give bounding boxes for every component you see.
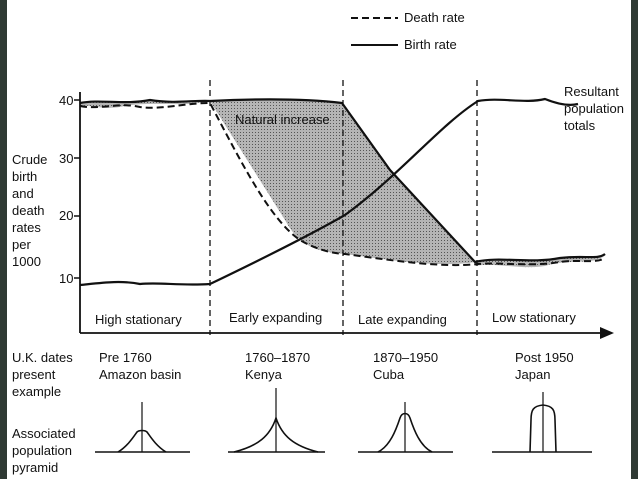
stage-example: Cuba xyxy=(373,367,405,382)
resultant-label-line: totals xyxy=(564,118,596,133)
y-ticks: 40 30 20 10 xyxy=(59,93,80,286)
legend-death-label: Death rate xyxy=(404,10,465,25)
stage-example: Amazon basin xyxy=(99,367,181,382)
y-tick-label: 20 xyxy=(59,208,73,223)
stage-name: Late expanding xyxy=(358,312,447,327)
stage-dates: 1760–1870 xyxy=(245,350,310,365)
death-rate-line xyxy=(79,101,606,267)
pyramid-row-label: Associated xyxy=(12,426,76,441)
stage-example: Japan xyxy=(515,367,550,382)
stage-dates: 1870–1950 xyxy=(373,350,438,365)
birth-rate-line xyxy=(79,97,579,287)
dates-row-label: present xyxy=(12,367,56,382)
pyramid-early-expanding xyxy=(228,388,325,453)
stage-name: Early expanding xyxy=(229,310,322,325)
pyramid-row-label: pyramid xyxy=(12,460,58,475)
y-label-line: birth xyxy=(12,169,37,184)
y-label-line: Crude xyxy=(12,152,47,167)
birth-rate-upper-plateau xyxy=(79,98,606,264)
y-tick-label: 30 xyxy=(59,151,73,166)
y-label-line: rates xyxy=(12,220,41,235)
y-label-line: 1000 xyxy=(12,254,41,269)
y-tick-label: 40 xyxy=(59,93,73,108)
stage-name: High stationary xyxy=(95,312,182,327)
dates-row-label: U.K. dates xyxy=(12,350,73,365)
legend-birth-label: Birth rate xyxy=(404,37,457,52)
x-axis-arrow xyxy=(600,327,614,339)
stage-dividers xyxy=(209,80,478,335)
pyramid-high-stationary xyxy=(95,402,190,453)
pyramid-late-expanding xyxy=(358,402,453,453)
legend: Death rate Birth rate xyxy=(351,10,465,52)
natural-increase-label: Natural increase xyxy=(235,112,330,127)
resultant-label-line: Resultant xyxy=(564,84,619,99)
stage-dates: Pre 1760 xyxy=(99,350,152,365)
dates-row-label: example xyxy=(12,384,61,399)
y-label-line: death xyxy=(12,203,45,218)
pyramid-low-stationary xyxy=(492,392,592,453)
y-axis-label: Crude birth and death rates per 1000 xyxy=(12,152,47,269)
resultant-label-line: population xyxy=(564,101,624,116)
stage-name: Low stationary xyxy=(492,310,576,325)
y-tick-label: 10 xyxy=(59,271,73,286)
y-label-line: and xyxy=(12,186,34,201)
pyramid-row-label: population xyxy=(12,443,72,458)
stage-dates: Post 1950 xyxy=(515,350,574,365)
y-label-line: per xyxy=(12,237,31,252)
stage-example: Kenya xyxy=(245,367,283,382)
